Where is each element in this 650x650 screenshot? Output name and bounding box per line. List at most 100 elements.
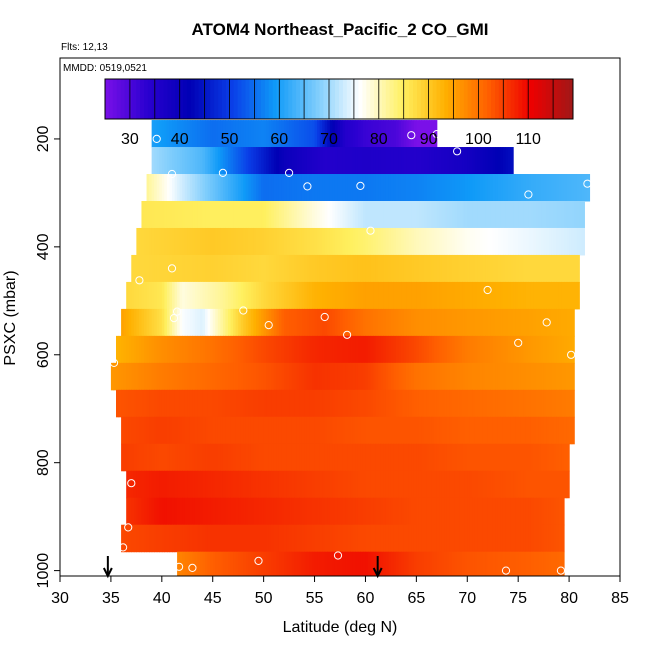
heatmap-cell	[159, 524, 163, 553]
heatmap-cell	[154, 335, 158, 364]
heatmap-cell	[225, 308, 229, 337]
heatmap-cell	[457, 174, 461, 202]
heatmap-cell	[296, 524, 300, 553]
heatmap-cell	[187, 227, 191, 256]
heatmap-cell	[357, 308, 361, 337]
heatmap-cell	[161, 174, 165, 202]
heatmap-cell	[523, 389, 527, 418]
heatmap-cell	[477, 551, 481, 577]
heatmap-cell	[146, 524, 150, 553]
heatmap-cell	[536, 443, 540, 472]
heatmap-cell	[253, 227, 257, 256]
y-tick-label: 400	[35, 233, 52, 260]
heatmap-cell	[319, 362, 323, 391]
heatmap-cell	[505, 551, 509, 577]
heatmap-cell	[546, 281, 550, 310]
heatmap-cell	[248, 147, 252, 175]
heatmap-cell	[192, 362, 196, 391]
heatmap-cell	[194, 524, 199, 553]
heatmap-cell	[284, 335, 288, 364]
surface-arrows	[102, 556, 383, 579]
heatmap-cell	[184, 524, 188, 553]
heatmap-cell	[179, 443, 183, 472]
colorbar-tick-label: 80	[370, 131, 388, 148]
heatmap-cell	[228, 470, 232, 499]
heatmap-cell	[357, 443, 361, 472]
heatmap-cell	[390, 443, 395, 472]
heatmap-cell	[212, 147, 216, 175]
heatmap-cell	[357, 551, 361, 577]
heatmap-cell	[373, 551, 377, 577]
heatmap-cell	[426, 551, 430, 577]
heatmap-cell	[457, 497, 461, 526]
heatmap-cell	[136, 524, 140, 553]
heatmap-cell	[426, 335, 430, 364]
heatmap-cell	[340, 470, 344, 499]
heatmap-cell	[566, 254, 570, 283]
heatmap-cell	[284, 120, 288, 148]
observation-point	[453, 147, 462, 156]
heatmap-cell	[284, 416, 288, 445]
heatmap-cell	[164, 174, 168, 202]
heatmap-cell	[222, 389, 227, 418]
heatmap-cell	[301, 254, 305, 283]
heatmap-cell	[332, 470, 336, 499]
heatmap-cell	[467, 227, 471, 256]
heatmap-cell	[434, 200, 438, 229]
heatmap-cell	[406, 281, 410, 310]
heatmap-cell	[569, 281, 573, 310]
heatmap-cell	[184, 147, 188, 175]
heatmap-cell	[230, 416, 234, 445]
heatmap-cell	[278, 416, 283, 445]
heatmap-cell	[561, 308, 565, 337]
heatmap-cell	[271, 335, 275, 364]
heatmap-cell	[286, 497, 290, 526]
heatmap-cell	[518, 362, 522, 391]
heatmap-cell	[525, 416, 529, 445]
heatmap-cell	[472, 147, 476, 175]
heatmap-cell	[172, 497, 176, 526]
heatmap-cell	[564, 389, 568, 418]
heatmap-cell	[520, 470, 524, 499]
heatmap-cell	[467, 497, 471, 526]
heatmap-cell	[324, 470, 328, 499]
heatmap-cell	[485, 147, 489, 175]
heatmap-row	[151, 120, 438, 148]
heatmap-cell	[502, 389, 507, 418]
heatmap-cell	[477, 174, 481, 202]
heatmap-cell	[421, 362, 425, 391]
heatmap-cell	[301, 120, 305, 148]
heatmap-cell	[245, 335, 249, 364]
heatmap-cell	[253, 497, 257, 526]
heatmap-cell	[357, 389, 361, 418]
heatmap-cell	[482, 227, 486, 256]
heatmap-cell	[390, 308, 395, 337]
heatmap-cell	[569, 416, 573, 445]
heatmap-cell	[528, 389, 532, 418]
heatmap-cell	[446, 362, 451, 391]
heatmap-cell	[248, 254, 252, 283]
heatmap-cell	[212, 227, 216, 256]
heatmap-cell	[182, 147, 186, 175]
heatmap-cell	[525, 362, 529, 391]
heatmap-cell	[546, 416, 550, 445]
heatmap-cell	[263, 174, 267, 202]
heatmap-cell	[235, 416, 239, 445]
heatmap-cell	[530, 335, 535, 364]
heatmap-cell	[548, 389, 552, 418]
colorbar-cell	[374, 79, 379, 119]
heatmap-cell	[126, 443, 130, 472]
heatmap-cell	[482, 389, 486, 418]
heatmap-cell	[337, 335, 341, 364]
heatmap-cell	[487, 551, 491, 577]
heatmap-cell	[350, 254, 354, 283]
heatmap-cell	[528, 281, 532, 310]
heatmap-cell	[505, 308, 509, 337]
heatmap-cell	[200, 281, 204, 310]
heatmap-cell	[388, 524, 392, 553]
heatmap-cell	[261, 227, 265, 256]
heatmap-cell	[154, 227, 158, 256]
colorbar-cell	[261, 79, 266, 119]
heatmap-cell	[334, 200, 339, 229]
heatmap-cell	[304, 416, 308, 445]
